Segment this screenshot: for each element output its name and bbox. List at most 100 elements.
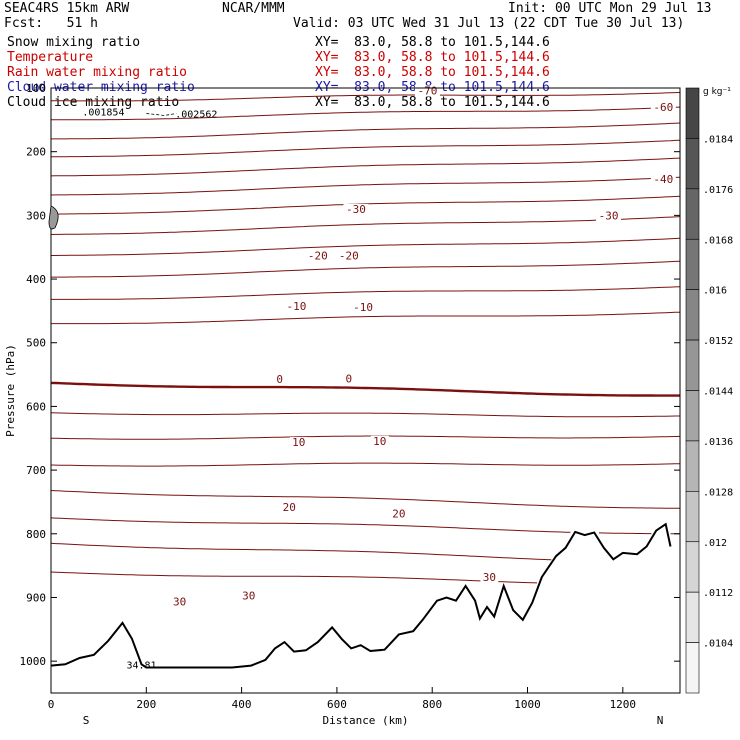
x-tick-label: 800 [422,698,442,711]
colorbar-tick-label: .0112 [703,588,733,599]
colorbar-tick-label: .0184 [703,134,733,145]
y-tick-label: 800 [26,528,46,541]
contour-label: .002562 [175,109,217,120]
colorbar-bin [685,440,700,492]
init-time: Init: 00 UTC Mon 29 Jul 13 [508,1,712,16]
contour-label: .001854 [82,108,124,119]
contour-label-bg [480,572,499,584]
colorbar-tick-label: .016 [703,286,727,297]
contour-label: -10 [353,301,373,314]
contour-label: 10 [292,436,305,449]
ice-blob [48,205,59,230]
isotherm-line [50,517,680,535]
colorbar-bin [685,390,700,442]
plot-frame [50,87,681,694]
field-xy-snow: XY= 83.0, 58.8 to 101.5,144.6 [315,35,550,50]
y-tick-label: 600 [26,400,46,413]
colorbar-tick-label: .012 [703,538,727,549]
contour-label-bg [289,437,308,449]
isotherm-line [50,412,680,418]
colorbar-bin [685,541,700,593]
isotherm-line [51,195,681,215]
contour-label-bg [350,302,376,314]
contour-label-bg [280,502,299,514]
y-tick-label: 200 [26,146,46,159]
x-tick-label: 0 [48,698,55,711]
field-xy-cloud-ice: XY= 83.0, 58.8 to 101.5,144.6 [315,95,550,110]
isotherm-contours [50,92,681,584]
isotherm-line [51,435,681,440]
x-tick-label: 600 [327,698,347,711]
colorbar-tick-label: .0168 [703,235,733,246]
contour-label: -30 [346,203,366,216]
isotherm-line [50,216,681,235]
contour-label-bg [336,250,362,262]
contour-label: -60 [653,101,673,114]
colorbar-bin [685,491,700,543]
colorbar-bin [685,339,700,391]
isotherm-line [51,106,681,121]
isotherm-line [50,462,681,467]
colorbar: .0184 .0176 .0168 .016 .0152 .0144 .0136 .0128.… [685,87,733,694]
cloud-ice-feature [48,113,177,230]
contour-label: 30 [173,595,186,608]
isotherm-line [51,311,681,325]
colorbar-bin [685,642,700,694]
endpoint-label-north: N [657,714,664,727]
y-tick-label: 300 [26,209,46,222]
x-tick-label: 1000 [514,698,541,711]
contour-label-bg [274,374,286,386]
contour-label-bg [414,85,440,97]
y-tick-label: 1000 [20,655,47,668]
isotherm-line [50,490,680,509]
contour-labels: -60 -40 -30 -30 -20 -20 -10 -10 0 0 10 10 20 20 30 30 30… [82,85,676,671]
contour-label-bg [596,210,622,222]
isotherm-line [50,92,681,102]
valid-time: Valid: 03 UTC Wed 31 Jul 13 (22 CDT Tue … [293,16,685,31]
isotherm-line [50,542,552,561]
colorbar-tick-label: .0144 [703,387,733,398]
isotherm-line [51,122,681,140]
colorbar-tick-label: .0152 [703,336,733,347]
model-name: SEAC4RS 15km ARW [4,1,130,16]
contour-label-bg [650,174,676,186]
contour-label: 10 [373,435,386,448]
colorbar-bin [685,238,700,290]
isotherm-line [50,176,681,196]
center-name: NCAR/MMM [222,1,285,16]
contour-label-bg [283,300,309,312]
contour-label: 20 [392,507,405,520]
forecast-hour: Fcst: 51 h [4,16,98,31]
contour-label: 30 [242,590,255,603]
x-tick-label: 1200 [610,698,637,711]
y-tick-label: 700 [26,464,46,477]
colorbar-bin [685,591,700,643]
colorbar-bin [685,138,700,190]
contour-label-bg [343,373,355,385]
isotherm-line [50,157,681,177]
colorbar-tick-label: .0104 [703,639,733,650]
contour-label: 0 [276,373,283,386]
colorbar-bin [685,188,700,240]
y-axis-label: Pressure (hPa) [4,344,17,437]
contour-label-bg [650,102,676,114]
isotherm-line [51,260,681,278]
y-tick-label: 900 [26,591,46,604]
y-tick-label: 500 [26,337,46,350]
colorbar-bin [685,289,700,341]
isotherm-line [50,571,538,584]
isotherm-line [50,139,681,158]
contour-label: -20 [339,249,359,262]
colorbar-bin [685,87,700,139]
x-tick-label: 200 [136,698,156,711]
field-label-cloud-ice: Cloud ice mixing ratio [7,95,180,110]
field-xy-temperature: XY= 83.0, 58.8 to 101.5,144.6 [315,50,550,65]
contour-label-bg [370,435,389,447]
contour-label: -40 [653,173,673,186]
contour-label: 34.81 [126,660,156,671]
contour-label-bg [343,204,369,215]
x-tick-label: 400 [232,698,252,711]
isotherm-line [51,286,681,300]
contour-label: -10 [286,300,306,313]
contour-label: 0 [346,372,353,385]
